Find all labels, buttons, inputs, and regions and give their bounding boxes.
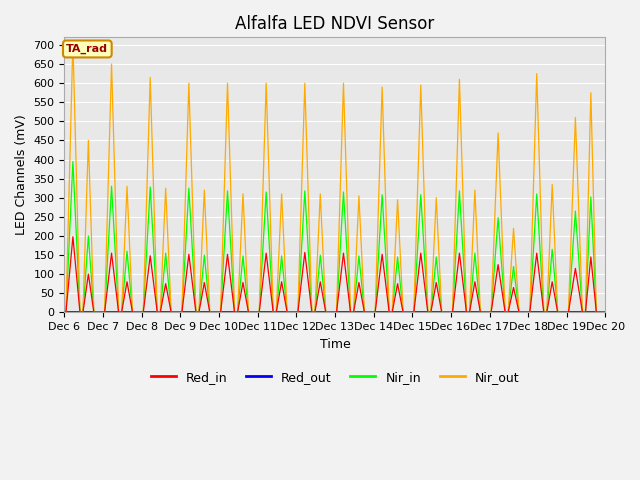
- Legend: Red_in, Red_out, Nir_in, Nir_out: Red_in, Red_out, Nir_in, Nir_out: [145, 366, 524, 389]
- Title: Alfalfa LED NDVI Sensor: Alfalfa LED NDVI Sensor: [236, 15, 435, 33]
- Text: TA_rad: TA_rad: [67, 44, 108, 54]
- X-axis label: Time: Time: [319, 337, 350, 351]
- Y-axis label: LED Channels (mV): LED Channels (mV): [15, 114, 28, 235]
